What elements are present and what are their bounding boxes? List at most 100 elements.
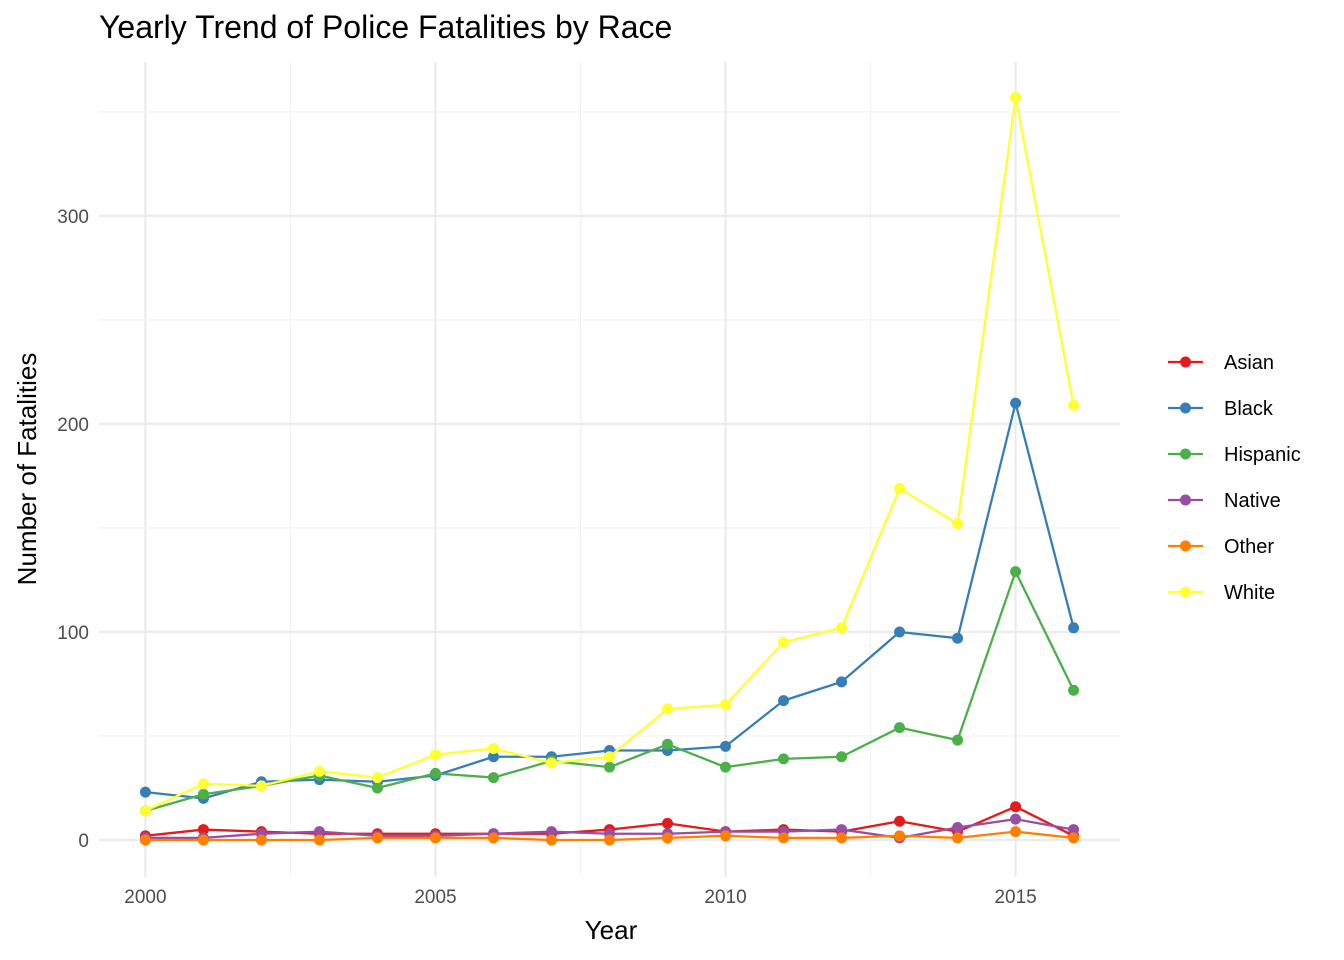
data-point-hispanic: [720, 761, 732, 773]
data-point-white: [952, 518, 964, 530]
legend-item-asian: Asian: [1168, 352, 1274, 374]
data-point-asian: [197, 824, 209, 836]
data-point-black: [139, 786, 151, 798]
data-point-other: [894, 830, 906, 842]
legend-key-point: [1180, 356, 1191, 368]
data-point-asian: [1010, 801, 1022, 813]
series-line-white: [144, 96, 1075, 812]
chart-title: Yearly Trend of Police Fatalities by Rac…: [99, 9, 672, 45]
data-point-hispanic: [371, 782, 383, 794]
legend-item-hispanic: Hispanic: [1168, 444, 1301, 466]
data-point-hispanic: [778, 753, 790, 765]
data-point-hispanic: [662, 738, 674, 750]
data-point-black: [894, 626, 906, 638]
data-point-white: [778, 636, 790, 648]
data-point-native: [1010, 813, 1022, 825]
data-point-hispanic: [487, 772, 499, 784]
legend-key-point: [1180, 540, 1191, 552]
data-point-black: [836, 676, 848, 688]
data-point-other: [952, 832, 964, 844]
data-point-asian: [894, 815, 906, 827]
data-point-other: [139, 834, 151, 846]
legend-key-point: [1180, 402, 1191, 414]
legend-label: Asian: [1224, 352, 1274, 374]
data-point-other: [197, 834, 209, 846]
y-axis-ticks: 0 100 200 300: [57, 207, 89, 852]
data-point-black: [720, 740, 732, 752]
series-line-black: [145, 401, 1075, 800]
legend-item-other: Other: [1168, 536, 1274, 558]
data-point-white: [720, 699, 732, 711]
legend-label: Black: [1224, 398, 1274, 420]
data-point-hispanic: [1068, 684, 1080, 696]
data-point-other: [429, 832, 441, 844]
legend-key-point: [1180, 586, 1191, 598]
x-tick-label: 2000: [124, 887, 166, 908]
data-point-hispanic: [604, 761, 615, 773]
data-point-native: [313, 826, 325, 838]
x-tick-label: 2015: [994, 887, 1036, 908]
data-point-other: [1010, 826, 1022, 838]
data-point-black: [778, 695, 790, 707]
data-point-white: [662, 703, 674, 715]
y-axis-title: Number of Fatalities: [12, 353, 42, 586]
data-point-white: [371, 772, 383, 784]
legend-label: Native: [1224, 490, 1281, 512]
data-point-hispanic: [894, 722, 906, 734]
data-point-other: [371, 832, 383, 844]
data-point-asian: [662, 817, 674, 829]
data-point-other: [1068, 832, 1080, 844]
data-point-other: [545, 834, 557, 846]
data-point-hispanic: [952, 734, 964, 746]
legend-item-native: Native: [1168, 490, 1281, 512]
data-point-hispanic: [836, 751, 848, 763]
legend-item-white: White: [1168, 582, 1275, 604]
data-point-hispanic: [429, 767, 441, 779]
data-point-other: [778, 832, 790, 844]
data-point-other: [313, 834, 325, 846]
data-point-white: [487, 742, 499, 754]
data-point-white: [197, 778, 209, 790]
y-tick-label: 100: [57, 623, 89, 644]
legend-label: Other: [1224, 536, 1274, 558]
data-point-other: [604, 834, 615, 846]
data-point-black: [1010, 397, 1022, 409]
data-point-white: [313, 765, 325, 777]
x-tick-label: 2005: [414, 887, 456, 908]
data-point-black: [952, 632, 964, 644]
series-line-hispanic: [145, 570, 1075, 812]
legend-label: White: [1224, 582, 1275, 604]
legend-label: Hispanic: [1224, 444, 1301, 466]
y-tick-label: 200: [57, 415, 89, 436]
series-layer: [139, 91, 1080, 846]
data-point-native: [545, 826, 557, 838]
data-point-other: [487, 832, 499, 844]
x-axis-ticks: 2000 2005 2010 2015: [124, 887, 1036, 908]
data-point-white: [1068, 399, 1080, 411]
data-point-hispanic: [197, 788, 209, 800]
legend-item-black: Black: [1168, 398, 1274, 420]
y-tick-label: 0: [78, 831, 89, 852]
legend-key-point: [1180, 494, 1191, 506]
legend-key-point: [1180, 448, 1191, 460]
data-point-white: [545, 757, 557, 769]
data-point-native: [1068, 824, 1080, 836]
data-point-white: [894, 482, 906, 494]
series-hispanic: [139, 566, 1080, 817]
data-point-native: [952, 821, 964, 833]
data-point-other: [662, 832, 674, 844]
y-tick-label: 300: [57, 207, 89, 228]
data-point-black: [1068, 622, 1080, 634]
data-point-white: [836, 622, 848, 634]
x-tick-label: 2010: [704, 887, 746, 908]
series-white: [139, 91, 1080, 817]
series-other: [139, 826, 1080, 846]
data-point-other: [836, 832, 848, 844]
legend: Asian Black Hispanic Native Other White: [1168, 352, 1301, 604]
series-black: [139, 397, 1080, 804]
data-point-white: [255, 780, 267, 792]
data-point-other: [255, 834, 267, 846]
data-point-black: [487, 751, 499, 763]
data-point-other: [720, 830, 732, 842]
